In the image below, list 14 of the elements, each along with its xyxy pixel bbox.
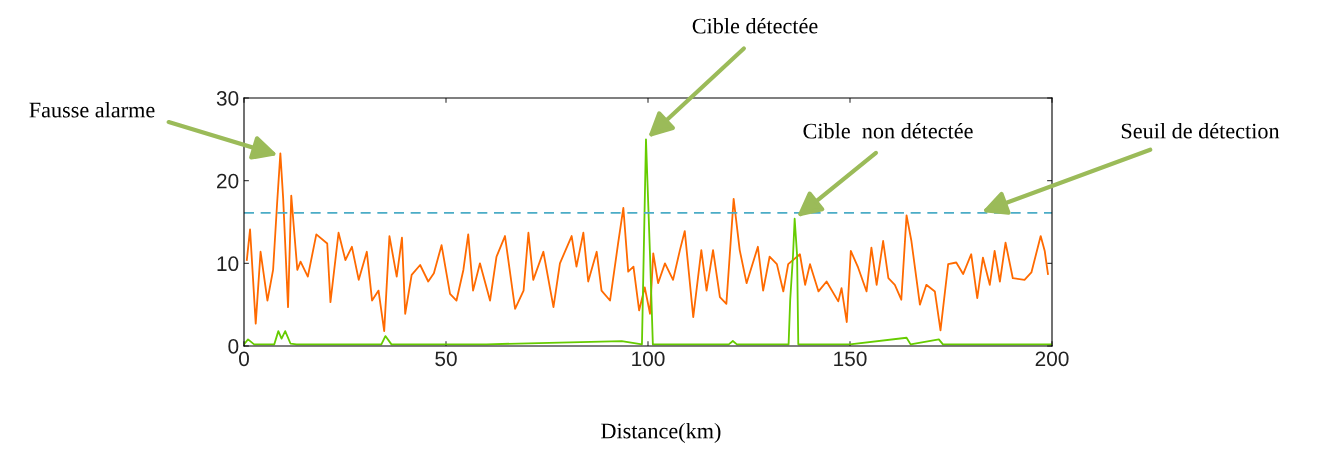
x-tick-label: 200 bbox=[1035, 351, 1069, 367]
y-tick-label: 0 bbox=[228, 339, 239, 354]
x-tick-label: 100 bbox=[632, 351, 665, 367]
y-tick-label: 30 bbox=[216, 91, 239, 106]
x-tick-label: 50 bbox=[435, 351, 457, 367]
ref-line-label: Seuil de détection bbox=[1121, 122, 1280, 139]
x-tick-label: 150 bbox=[834, 351, 867, 367]
annotation: Fausse alarme bbox=[29, 101, 155, 118]
y-tick-label: 20 bbox=[217, 173, 239, 189]
annotation: Cible détectée bbox=[692, 17, 818, 34]
y-tick-label: 10 bbox=[217, 256, 239, 272]
x-axis-title: Distance(km) bbox=[601, 422, 721, 444]
annotation: Cible non détectée bbox=[803, 122, 973, 139]
x-tick-label: 0 bbox=[239, 351, 249, 367]
